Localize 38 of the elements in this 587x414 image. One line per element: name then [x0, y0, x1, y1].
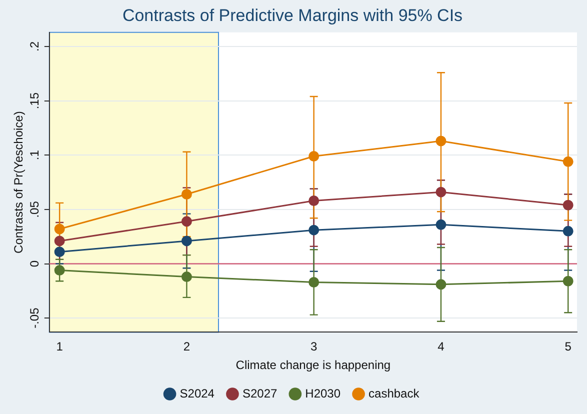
point	[54, 224, 65, 234]
legend-label: S2027	[242, 386, 278, 400]
y-tick-label: .1	[28, 150, 42, 160]
legend-label: H2030	[305, 386, 341, 400]
legend-label: S2024	[180, 386, 215, 400]
point	[562, 276, 574, 286]
point	[308, 150, 320, 162]
x-tick-label: 3	[310, 340, 318, 354]
point	[54, 236, 65, 246]
x-tick-label: 2	[183, 340, 190, 354]
point	[436, 219, 446, 230]
chart-title: Contrasts of Predictive Margins with 95% CIs	[122, 6, 463, 25]
point	[308, 276, 320, 288]
y-tick-label: .2	[28, 41, 42, 52]
point	[308, 224, 320, 236]
point	[54, 246, 65, 258]
point	[562, 200, 574, 210]
y-tick-label: 0	[28, 260, 42, 268]
legend-label: cashback	[368, 386, 420, 400]
x-tick-label: 1	[56, 340, 64, 354]
y-tick-label: -.05	[28, 307, 42, 328]
point	[436, 279, 446, 290]
x-tick-label: 5	[564, 340, 572, 354]
y-tick-label: .15	[28, 92, 42, 110]
x-axis-title: Climate change is happening	[236, 358, 391, 372]
x-tick-label: 4	[438, 340, 445, 354]
point	[562, 156, 574, 167]
point	[436, 186, 446, 198]
point	[181, 236, 192, 246]
point	[308, 196, 320, 206]
point	[436, 136, 446, 146]
point	[54, 265, 65, 276]
point	[181, 272, 192, 282]
point	[181, 189, 192, 200]
y-axis-title: Contrasts of Pr(Yeschoice)	[12, 111, 26, 254]
point	[181, 216, 192, 227]
y-tick-label: .05	[28, 200, 42, 218]
point	[562, 226, 574, 236]
